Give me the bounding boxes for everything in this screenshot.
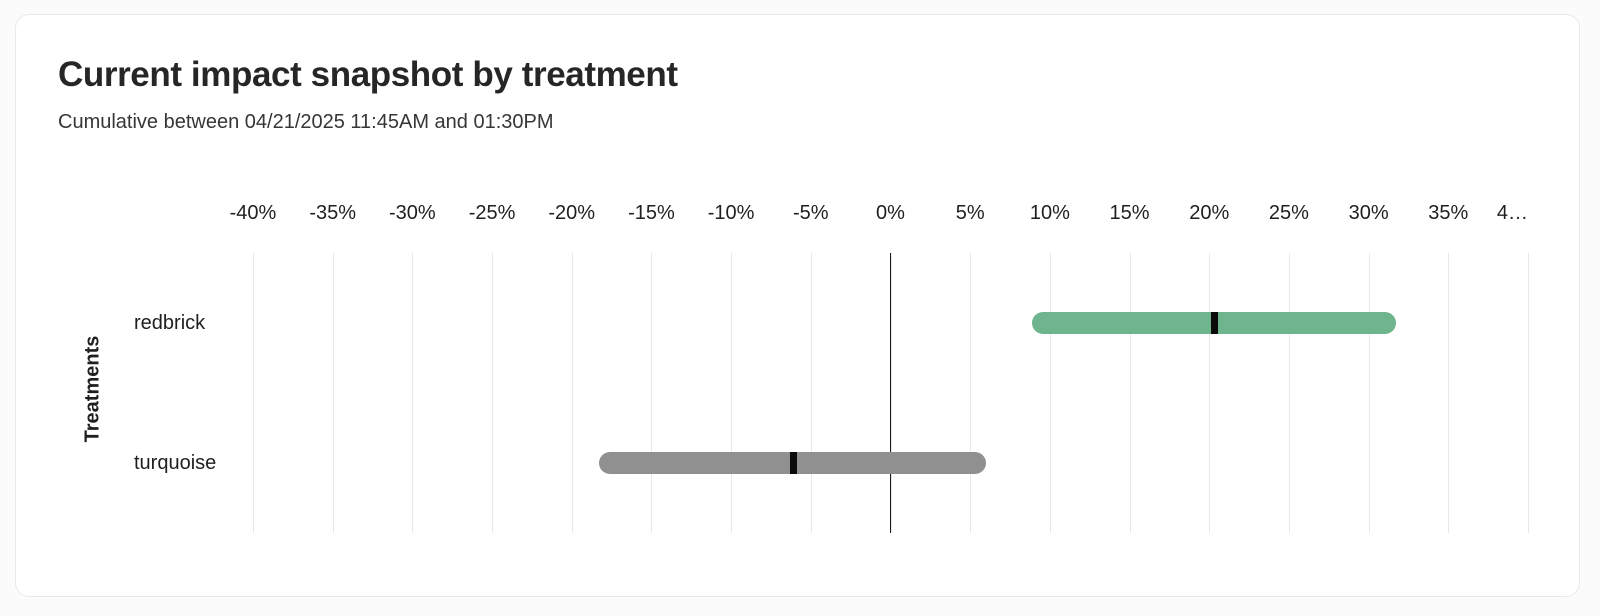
point-estimate-marker — [1210, 312, 1218, 334]
gridline — [492, 253, 494, 533]
gridline — [1129, 253, 1131, 533]
gridline — [731, 253, 733, 533]
category-label: redbrick — [134, 312, 206, 334]
gridline — [412, 253, 414, 533]
gridline — [1368, 253, 1370, 533]
x-tick-label: 10% — [1029, 202, 1070, 224]
x-tick-label: -30% — [389, 202, 436, 224]
gridline — [1288, 253, 1290, 533]
plot-area — [253, 253, 1529, 533]
chart-title: Current impact snapshot by treatment — [58, 55, 678, 94]
x-tick-label: -10% — [707, 202, 755, 224]
x-tick-label: -15% — [628, 202, 675, 224]
x-tick-label: 30% — [1348, 202, 1389, 224]
x-tick-label: 20% — [1189, 202, 1230, 224]
x-tick-label: -35% — [309, 202, 357, 224]
gridline — [332, 253, 334, 533]
gridline — [1448, 253, 1450, 533]
gridline — [1049, 253, 1051, 533]
gridline — [970, 253, 972, 533]
x-axis-tick-labels: -40% -35% -30% -25% -20% -15% -10% -5% 0% 5% 10% 15… — [230, 201, 1528, 227]
x-tick-label: -40% — [229, 202, 277, 224]
x-tick-label: 0% — [876, 202, 905, 224]
chart-subtitle: Cumulative between 04/21/2025 11:45AM an… — [58, 111, 554, 133]
gridline — [571, 253, 573, 533]
x-tick-label: 35% — [1428, 202, 1469, 224]
category-labels: redbrick turquoise — [134, 253, 249, 533]
category-label: turquoise — [134, 452, 217, 474]
gridline — [1209, 253, 1211, 533]
x-tick-label: 25% — [1268, 202, 1309, 224]
chart-card: Current impact snapshot by treatment Cum… — [15, 14, 1580, 597]
x-tick-label: 15% — [1109, 202, 1150, 224]
gridline — [1528, 253, 1529, 533]
x-tick-label: 5% — [955, 202, 985, 224]
zero-axis-line — [889, 253, 892, 533]
x-tick-label: -5% — [793, 202, 829, 224]
x-tick-label: -20% — [548, 202, 596, 224]
gridline — [810, 253, 812, 533]
gridline — [651, 253, 653, 533]
x-tick-label: -25% — [468, 202, 516, 224]
gridline — [253, 253, 254, 533]
x-tick-label: 4… — [1496, 202, 1528, 224]
y-axis-title: Treatments — [81, 335, 104, 443]
point-estimate-marker — [789, 452, 797, 474]
